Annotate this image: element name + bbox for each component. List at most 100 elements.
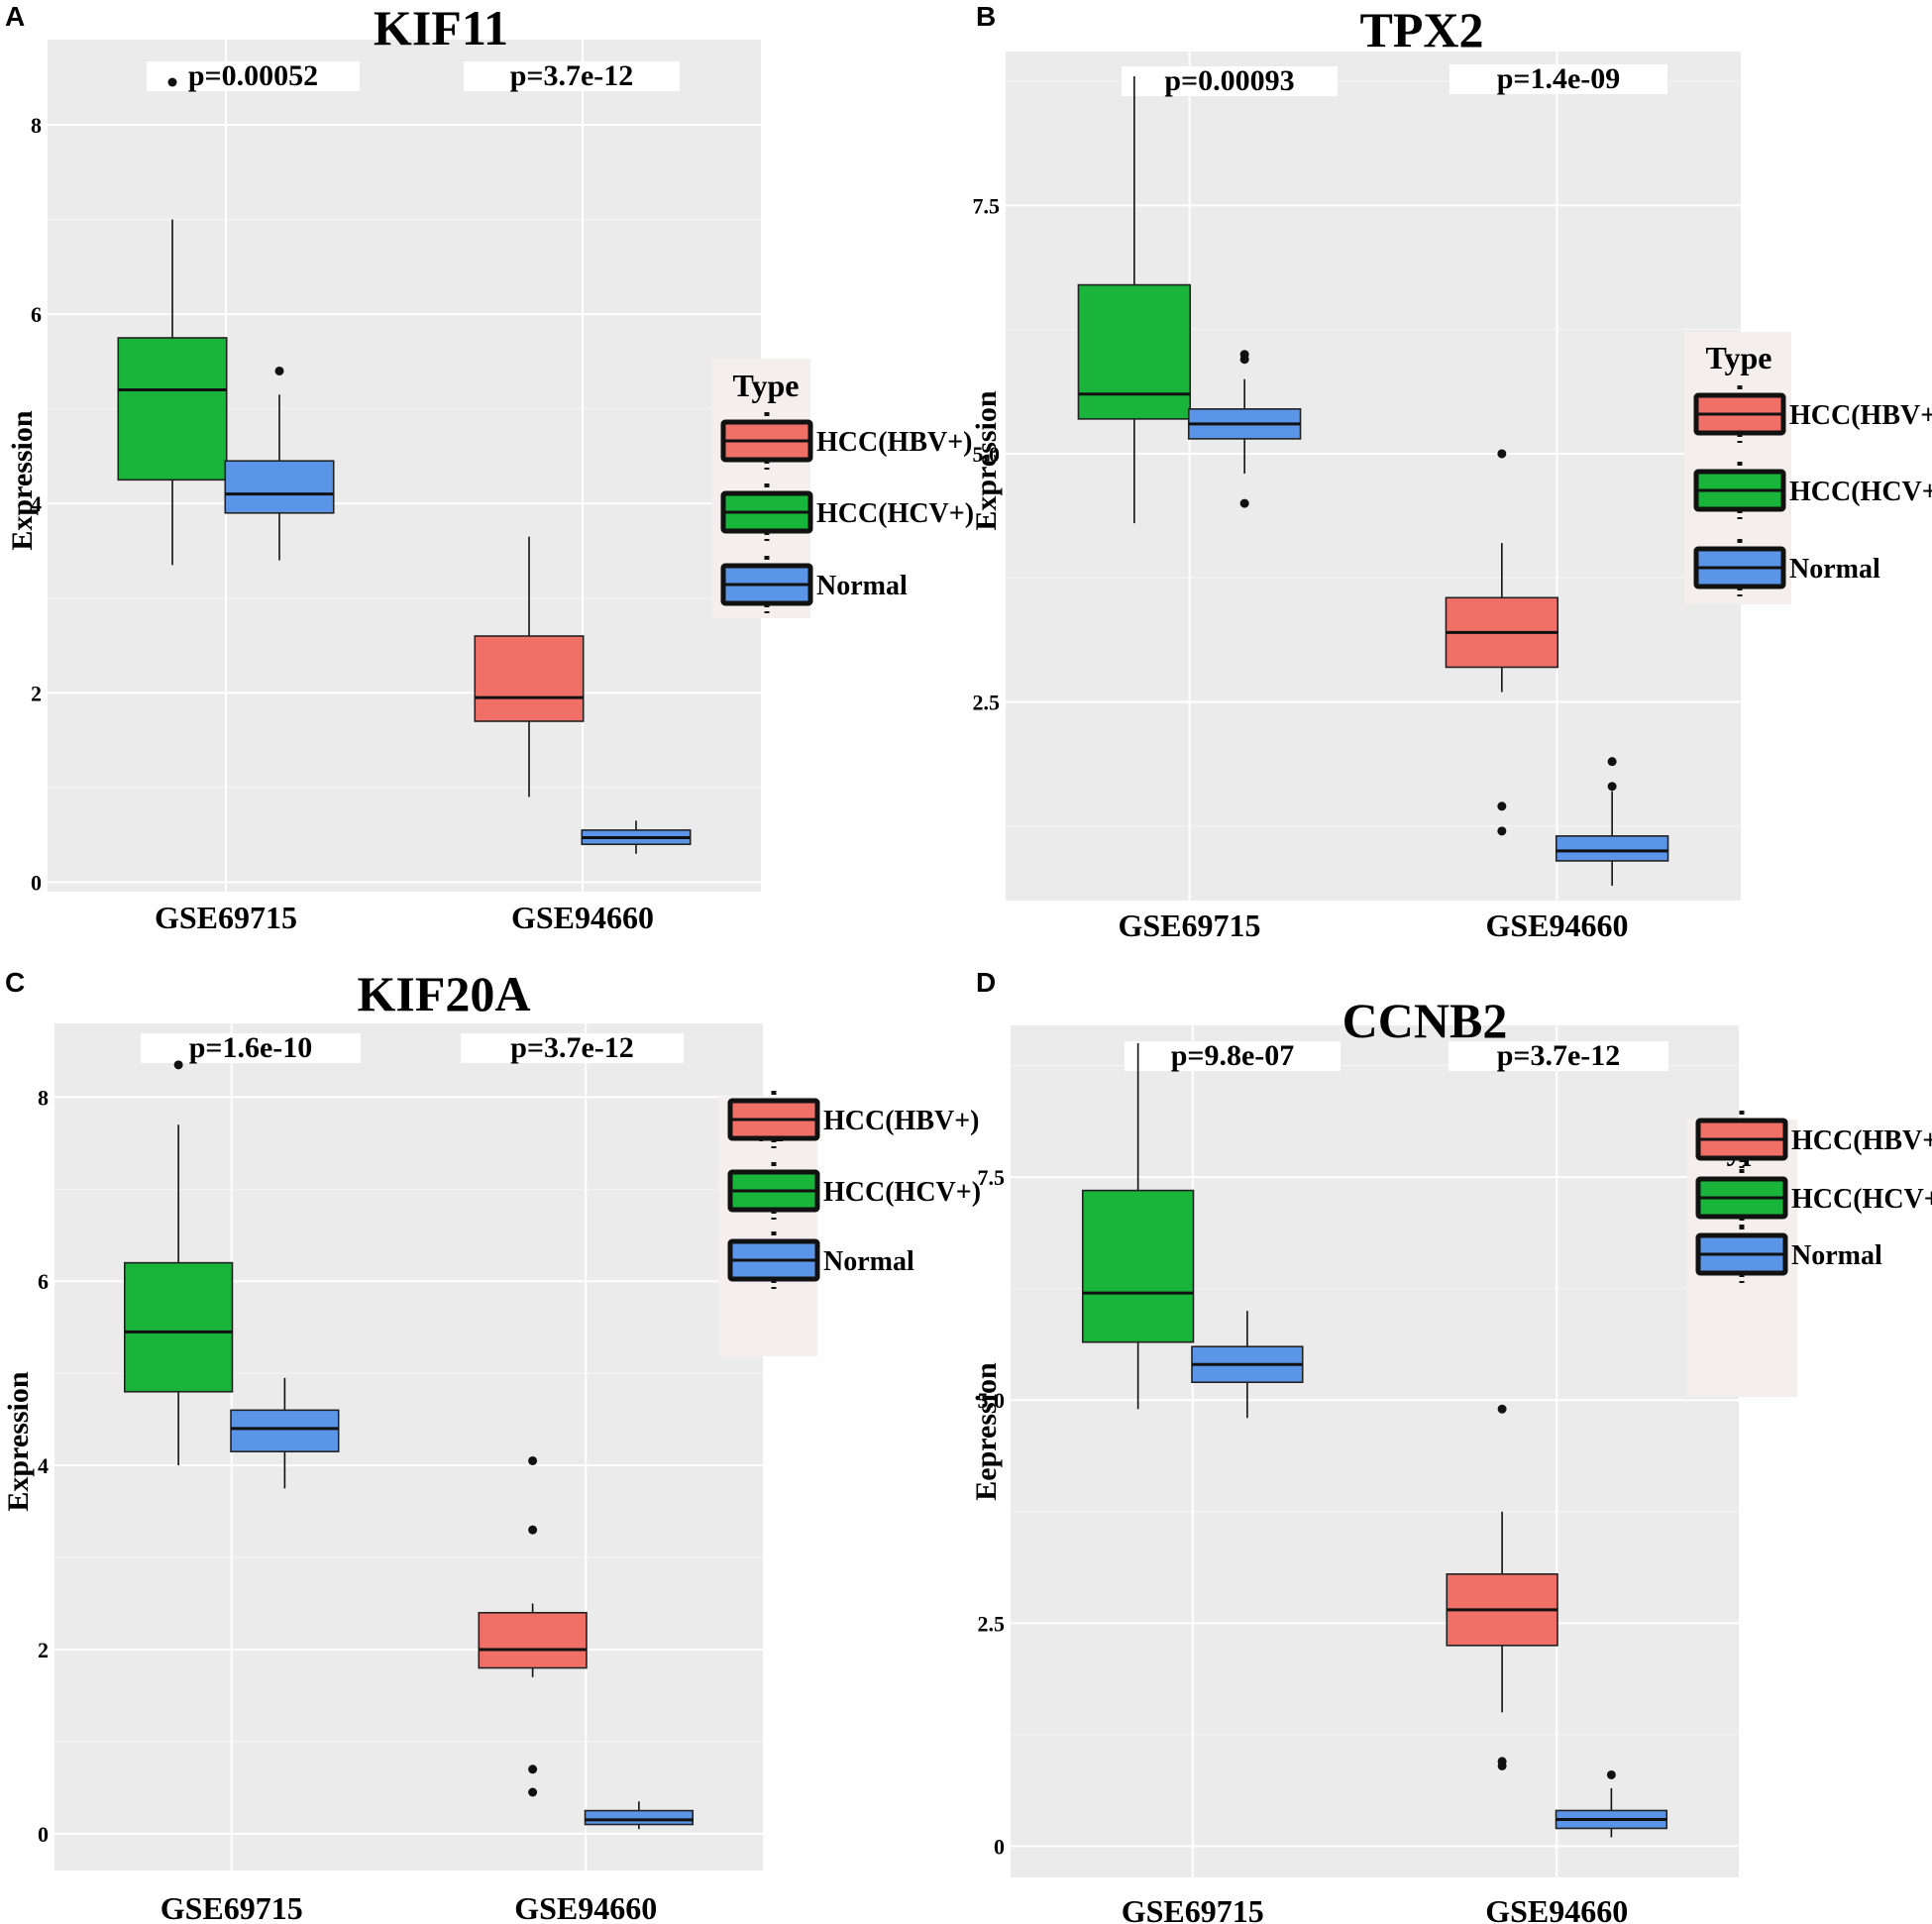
outlier-point bbox=[1497, 1761, 1507, 1770]
y-tick-label: 2 bbox=[38, 1638, 49, 1662]
chart-title: KIF20A bbox=[358, 966, 531, 1021]
outlier-point bbox=[1239, 498, 1249, 508]
chart-title: CCNB2 bbox=[1342, 993, 1508, 1048]
pvalue-box bbox=[1125, 1041, 1341, 1071]
pvalue-label: p=1.4e-09 bbox=[1497, 62, 1621, 95]
outlier-point bbox=[173, 1060, 183, 1070]
pvalue-box bbox=[147, 61, 360, 91]
y-tick-label: 8 bbox=[31, 113, 42, 138]
pvalue-box bbox=[461, 1033, 684, 1063]
box-body bbox=[1077, 283, 1192, 420]
panel-letter: C bbox=[5, 967, 25, 998]
outlier-point bbox=[1607, 757, 1617, 767]
x-tick-label: GSE69715 bbox=[161, 1890, 303, 1924]
legend-entry-label: HCC(HBV+) bbox=[1791, 1125, 1932, 1156]
panel-letter: B bbox=[976, 1, 996, 32]
box-body bbox=[478, 1611, 588, 1669]
box-hcc-hcv-gse69715 bbox=[1077, 76, 1192, 524]
outlier-point bbox=[528, 1764, 538, 1774]
panel-letter: A bbox=[5, 1, 25, 32]
chart-panel-b: B TPX2 p=0.00093 p=1.4e-09 2.5 5.0 7.5 Expressi… bbox=[970, 1, 1932, 943]
pvalue-box bbox=[1449, 64, 1667, 94]
box-normal-gse69715 bbox=[1191, 1311, 1304, 1419]
pvalue-label: p=0.00052 bbox=[188, 59, 318, 92]
outlier-point bbox=[1239, 350, 1249, 360]
legend-entry-label: HCC(HCV+) bbox=[1789, 477, 1932, 507]
y-tick-label: 7.5 bbox=[973, 193, 1001, 218]
legend: Type HCC(HBV+) HCC(HCV+) Normal bbox=[1684, 332, 1932, 604]
legend-entry-label: HCC(HCV+) bbox=[816, 498, 974, 529]
y-axis-label: Eepression bbox=[970, 1362, 1003, 1501]
chart-title: TPX2 bbox=[1360, 2, 1484, 57]
y-tick-label: 0 bbox=[38, 1822, 49, 1847]
pvalue-label: p=3.7e-12 bbox=[510, 1031, 634, 1064]
box-hcc-hcv-gse69715 bbox=[123, 1060, 234, 1466]
outlier-point bbox=[1606, 1769, 1616, 1779]
y-tick-label: 0 bbox=[994, 1834, 1005, 1859]
pvalue-label: p=3.7e-12 bbox=[1497, 1039, 1621, 1072]
y-tick-label: 5.0 bbox=[973, 442, 1001, 467]
x-tick-label: GSE94660 bbox=[1485, 908, 1628, 943]
outlier-point bbox=[1607, 782, 1617, 792]
pvalue-box bbox=[464, 61, 680, 91]
y-tick-label: 4 bbox=[31, 491, 42, 516]
chart-panel-d: D CCNB2 p=9.8e-07 p=3.7e-12 0 2.5 5.0 7.5 Eepres… bbox=[970, 967, 1932, 1924]
y-tick-label: 7.5 bbox=[978, 1165, 1006, 1190]
legend-entry-label: HCC(HCV+) bbox=[1791, 1184, 1932, 1215]
legend-entry-label: HCC(HCV+) bbox=[823, 1177, 981, 1208]
y-tick-label: 0 bbox=[31, 870, 42, 895]
pvalue-label: p=9.8e-07 bbox=[1171, 1039, 1295, 1072]
outlier-point bbox=[528, 1787, 538, 1797]
y-tick-label: 2 bbox=[31, 681, 42, 705]
legend-title: Type bbox=[1706, 340, 1772, 375]
outlier-point bbox=[528, 1525, 538, 1535]
box-hcc-hbv-gse94660 bbox=[1446, 1404, 1558, 1770]
outlier-point bbox=[1497, 1404, 1507, 1414]
box-body bbox=[230, 1409, 340, 1452]
x-tick-label: GSE94660 bbox=[1485, 1893, 1628, 1924]
panel-letter: D bbox=[976, 967, 996, 998]
chart-panel-c: C KIF20A p=1.6e-10 p=3.7e-12 0 2 4 6 8 Expression… bbox=[2, 966, 981, 1924]
y-tick-label: 4 bbox=[38, 1453, 49, 1478]
box-hcc-hcv-gse69715 bbox=[1081, 1043, 1195, 1410]
plot-background bbox=[1011, 1025, 1739, 1877]
legend-title: Type bbox=[733, 368, 800, 403]
legend-entry-label: HCC(HBV+) bbox=[823, 1106, 980, 1136]
x-tick-label: GSE94660 bbox=[511, 900, 654, 935]
legend-entry-label: Normal bbox=[823, 1246, 914, 1277]
outlier-point bbox=[167, 77, 177, 87]
x-tick-label: GSE94660 bbox=[514, 1890, 657, 1924]
box-normal-gse69715 bbox=[230, 1377, 340, 1489]
box-body bbox=[224, 460, 335, 514]
box-normal-gse69715 bbox=[1187, 350, 1302, 508]
pvalue-label: p=0.00093 bbox=[1164, 64, 1294, 97]
chart-panel-a: A KIF11 p=0.00052 p=3.7e-12 0 2 4 6 8 Expression G… bbox=[5, 0, 974, 935]
y-tick-label: 2.5 bbox=[978, 1611, 1006, 1636]
pvalue-label: p=1.6e-10 bbox=[189, 1031, 313, 1064]
x-tick-label: GSE69715 bbox=[155, 900, 297, 935]
y-tick-label: 2.5 bbox=[973, 691, 1001, 715]
x-tick-label: GSE69715 bbox=[1118, 908, 1260, 943]
box-hcc-hbv-gse94660 bbox=[474, 536, 585, 798]
box-body bbox=[117, 337, 228, 481]
box-body bbox=[1555, 835, 1669, 862]
x-tick-label: GSE69715 bbox=[1122, 1893, 1264, 1924]
y-tick-label: 6 bbox=[38, 1269, 49, 1294]
box-body bbox=[1081, 1189, 1195, 1343]
box-normal-gse94660 bbox=[1555, 757, 1669, 886]
box-body bbox=[123, 1261, 234, 1393]
legend-entry-label: Normal bbox=[1791, 1240, 1882, 1271]
box-normal-gse94660 bbox=[1555, 1769, 1668, 1838]
pvalue-box bbox=[1122, 66, 1338, 96]
box-hcc-hbv-gse94660 bbox=[1445, 449, 1559, 836]
legend-entry-label: Normal bbox=[1789, 554, 1880, 585]
legend-entry-label: HCC(HBV+) bbox=[1789, 400, 1932, 431]
y-axis-label: Expression bbox=[6, 410, 39, 550]
legend-entry-label: Normal bbox=[816, 571, 908, 601]
plot-background bbox=[1006, 52, 1741, 901]
outlier-point bbox=[1497, 802, 1507, 811]
